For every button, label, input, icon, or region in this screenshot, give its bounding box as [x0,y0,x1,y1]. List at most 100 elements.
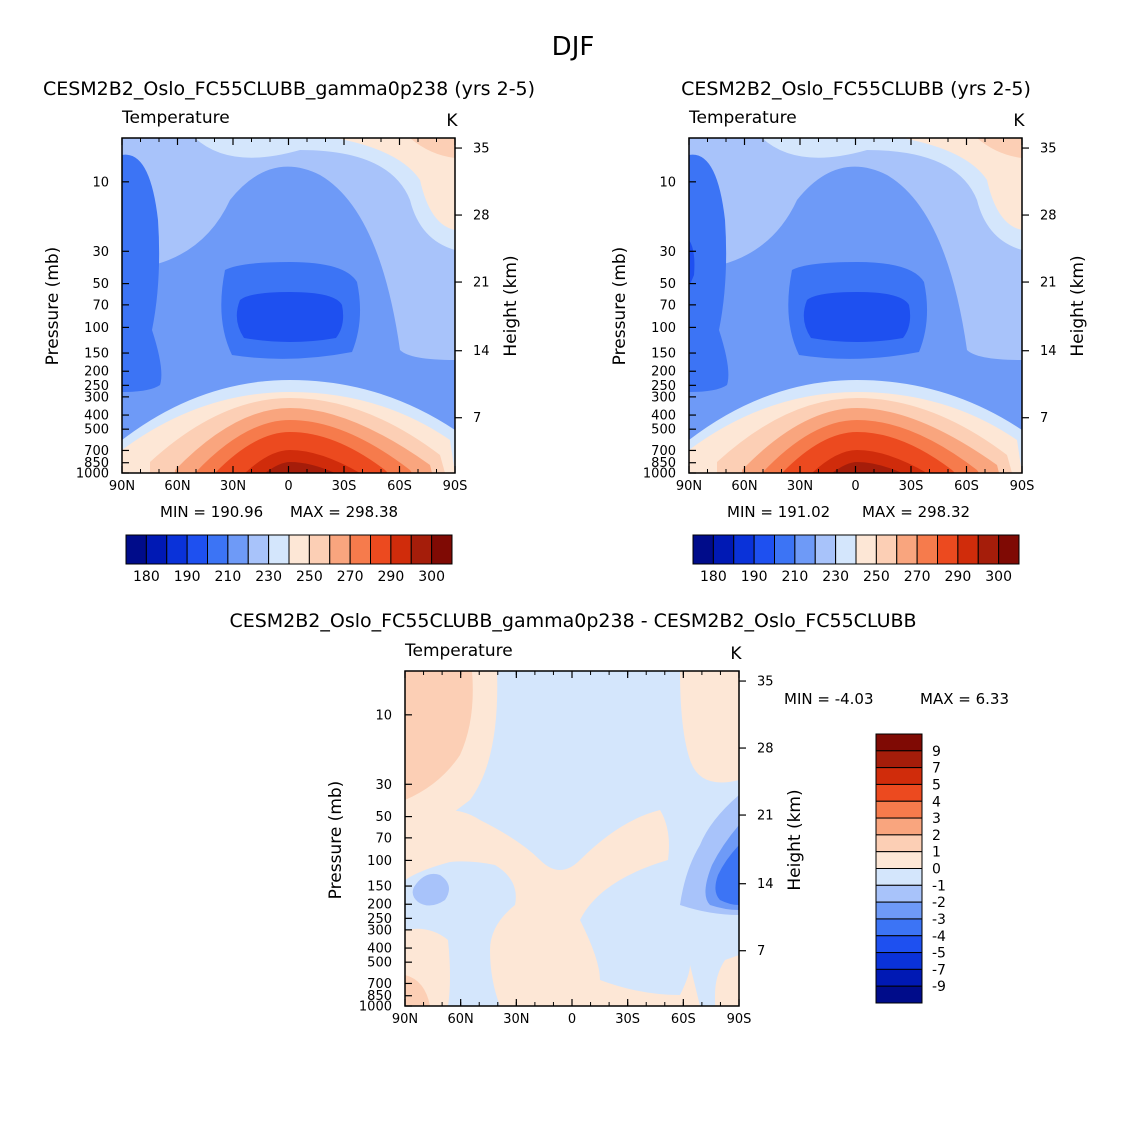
panel-a-colorbar-swatch [390,534,412,565]
panel-a-ytick-label: 70 [92,298,109,313]
panel-a-colorbar-swatch [268,534,290,565]
panel-b-colorbar-swatch [937,534,959,565]
panel-b-colorbar-label: 210 [782,569,809,585]
panel-a-colorbar-label: 230 [255,569,282,585]
panel-c-subtitle-left: Temperature [404,641,513,661]
panel-a-colorbar-label: 270 [337,569,364,585]
panel-c-ytick-label: 850 [367,989,392,1004]
panel-b-colorbar-swatch [774,534,796,565]
panel-a-colorbar-swatch [166,534,188,565]
panel-b-xtick-label: 60N [731,479,757,494]
panel-c-colorbar-label: 1 [932,845,941,861]
panel-b-colorbar-swatch [998,534,1020,565]
panel-c-max: MAX = 6.33 [920,690,1009,708]
panel-b-colorbar-label: 290 [945,569,972,585]
panel-a-axes: 90N 60N 30N 0 30S 60S 90S103050701001502002503… [76,138,490,494]
panel-b-ytick-right-label: 14 [1040,344,1057,359]
panel-c-ytick-label: 250 [367,912,392,927]
panel-b-ytick-label: 200 [651,365,676,380]
panel-a-subtitle-right: K [446,111,458,131]
panel-c-ylabel-right: Height (km) [785,789,805,890]
panel-a-colorbar-swatch [145,534,168,565]
panel-c-colorbar-label: -5 [932,946,946,962]
figure-title: DJF [552,32,595,62]
panel-a-subtitle-left: Temperature [121,108,230,128]
panel-b-colorbar-swatch [875,534,898,565]
panel-b-xtick-label: 60S [954,479,979,494]
panel-c-ytick-right-label: 14 [757,877,774,892]
panel-a-ytick-right-label: 7 [473,411,481,426]
panel-b-colorbar-label: 300 [985,569,1012,585]
panel-b-colorbar-swatch [794,534,816,565]
panel-c-colorbar-label: 2 [932,828,941,844]
panel-c-xtick-label: 90S [727,1012,752,1027]
panel-b-subtitle-left: Temperature [688,108,797,128]
panel-a-colorbar-label: 180 [133,569,160,585]
panel-a-colorbar-label: 250 [296,569,323,585]
panel-c-ytick-label: 50 [375,810,392,825]
panel-a-colorbar-swatch [288,534,310,565]
panel-a-max: MAX = 298.38 [290,503,398,521]
panel-a-ytick-label: 850 [84,456,109,471]
panel-a-ylabel: Pressure (mb) [43,247,63,366]
panel-a-colorbar-swatch [247,534,270,565]
panel-c-colorbar-swatch [875,767,923,785]
panel-c-colorbar-swatch [875,901,923,920]
panel-b-ytick-right-label: 21 [1040,276,1057,291]
panel-a-colorbar-swatch [431,534,453,565]
panel-c-ytick-label: 150 [367,880,392,895]
panel-a-colorbar-swatch [125,534,147,565]
panel-c-colorbar-label: 9 [932,744,941,760]
panel-b-xtick-label: 30S [899,479,924,494]
panel-c-xtick-label: 60S [671,1012,696,1027]
panel-b-ytick-right-label: 35 [1040,142,1057,157]
panel-c-ytick-right-label: 21 [757,809,774,824]
panel-b-ytick-label: 700 [651,444,676,459]
panel-b-colorbar-label: 180 [700,569,727,585]
panel-c-xtick-label: 60N [448,1012,474,1027]
panel-b-ylabel-right: Height (km) [1068,255,1088,356]
panel-c-colorbar-swatch [875,952,923,970]
panel-b-colorbar-swatch [692,534,714,565]
panel-c-colorbar-label: 5 [932,777,941,793]
panel-c-ytick-label: 700 [367,977,392,992]
panel-a-colorbar-label: 190 [174,569,201,585]
panel-c-colorbar-swatch [875,968,923,987]
panel-a-ytick-label: 1000 [76,467,109,482]
panel-c-colorbar-label: 7 [932,761,941,777]
panel-c-ytick-label: 500 [367,956,392,971]
panel-c-colorbar-swatch [875,817,923,836]
panel-c-colorbar-swatch [875,868,923,886]
panel-a-colorbar-swatch [329,534,351,565]
panel-a-contour-field [122,138,455,473]
panel-c-ytick-label: 10 [375,708,392,723]
panel-b-colorbar-swatch [753,534,775,565]
panel-c-title: CESM2B2_Oslo_FC55CLUBB_gamma0p238 - CESM… [229,610,916,632]
panel-c-xtick-label: 30S [615,1012,640,1027]
panel-a-ylabel-right: Height (km) [501,255,521,356]
panel-a-ytick-label: 400 [84,409,109,424]
panel-b-ytick-label: 500 [651,423,676,438]
panel-b-colorbar-swatch [916,534,938,565]
panel-a-colorbar-label: 290 [378,569,405,585]
panel-a-xtick-label: 90S [443,479,468,494]
panel-b-xtick-label: 90S [1010,479,1035,494]
panel-c-ytick-label: 400 [367,942,392,957]
panel-a-ytick-right-label: 14 [473,344,490,359]
panel-a-xtick-label: 0 [284,479,292,494]
panel-b-colorbar-label: 250 [863,569,890,585]
panel-a-ytick-label: 300 [84,390,109,405]
panel-b-xtick-label: 30N [787,479,813,494]
panel-c-colorbar-label: -4 [932,929,946,945]
panel-b-min: MIN = 191.02 [727,503,830,521]
panel-c-colorbar-swatch [875,800,923,819]
panel-b-ytick-label: 70 [659,298,676,313]
panel-c-ytick-right-label: 35 [757,675,774,690]
panel-c-ytick-label: 70 [375,831,392,846]
panel-b-title: CESM2B2_Oslo_FC55CLUBB (yrs 2-5) [681,78,1031,100]
panel-b-colorbar-swatch [896,534,918,565]
panel-a-ytick-label: 200 [84,365,109,380]
panel-b-ytick-right-label: 7 [1040,411,1048,426]
panel-a-colorbar-swatch [186,534,208,565]
